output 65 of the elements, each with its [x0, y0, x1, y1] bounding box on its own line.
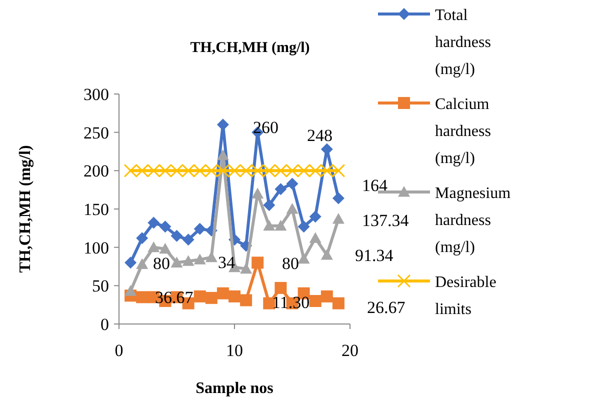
point — [136, 258, 148, 269]
point — [194, 222, 206, 235]
point — [148, 216, 160, 229]
x-tick-label: 10 — [226, 341, 243, 360]
point — [240, 294, 252, 306]
point — [286, 178, 298, 190]
x-tick-label: 0 — [114, 341, 124, 360]
legend-label: Calcium hardness (mg/l) — [435, 96, 491, 167]
point — [159, 242, 172, 254]
point — [194, 254, 206, 264]
y-tick-label: 300 — [84, 84, 109, 104]
point — [309, 295, 322, 307]
annotation: 80 — [153, 254, 170, 273]
y-tick-label: 50 — [92, 276, 109, 296]
text: 91.34 — [355, 246, 394, 265]
point — [124, 285, 137, 296]
text: 164 — [362, 176, 388, 195]
point — [263, 220, 276, 231]
x-axis-title: Sample nos — [196, 380, 274, 397]
point — [332, 297, 344, 310]
point — [194, 290, 206, 302]
y-tick-label: 250 — [84, 123, 109, 142]
x-tick-label: 20 — [342, 341, 358, 360]
point — [170, 230, 183, 242]
point — [274, 220, 287, 231]
annotation: 248 — [307, 126, 332, 145]
point — [124, 256, 137, 269]
annotation: 36.67 — [155, 288, 194, 307]
point — [252, 188, 264, 198]
point — [136, 291, 148, 304]
y-tick-label: 200 — [84, 162, 109, 181]
point — [263, 199, 276, 212]
point — [309, 232, 322, 243]
point — [274, 183, 287, 196]
point — [332, 212, 344, 224]
point — [298, 252, 310, 264]
point — [216, 149, 229, 160]
y-tick-label: 100 — [84, 238, 109, 258]
annotation: 260 — [253, 118, 278, 137]
y-tick-label: 150 — [84, 200, 109, 219]
point — [182, 234, 194, 246]
point — [274, 282, 287, 294]
legend-label: Total hardness (mg/l) — [435, 7, 491, 78]
point — [182, 255, 194, 266]
point — [136, 232, 148, 244]
y-axis-title: TH,CH,MH (mg/l) — [17, 145, 34, 273]
point — [240, 262, 252, 274]
point — [286, 203, 298, 214]
y-tick-label: 0 — [100, 314, 109, 334]
chart-title: TH,CH,MH (mg/l) — [190, 40, 310, 56]
point — [252, 256, 264, 269]
point — [332, 192, 344, 204]
point — [170, 256, 183, 268]
point — [159, 220, 172, 233]
text: 137.34 — [362, 210, 410, 230]
annotation: 80 — [282, 254, 299, 273]
text: 26.67 — [367, 298, 406, 317]
legend-label: Magnesium hardness (mg/l) — [435, 185, 512, 256]
point — [148, 241, 160, 252]
point — [320, 290, 333, 302]
point — [320, 249, 333, 260]
annotation: 34 — [218, 252, 236, 272]
point — [298, 220, 310, 233]
point — [309, 210, 322, 223]
legend-label: Desirable limits — [435, 274, 496, 318]
